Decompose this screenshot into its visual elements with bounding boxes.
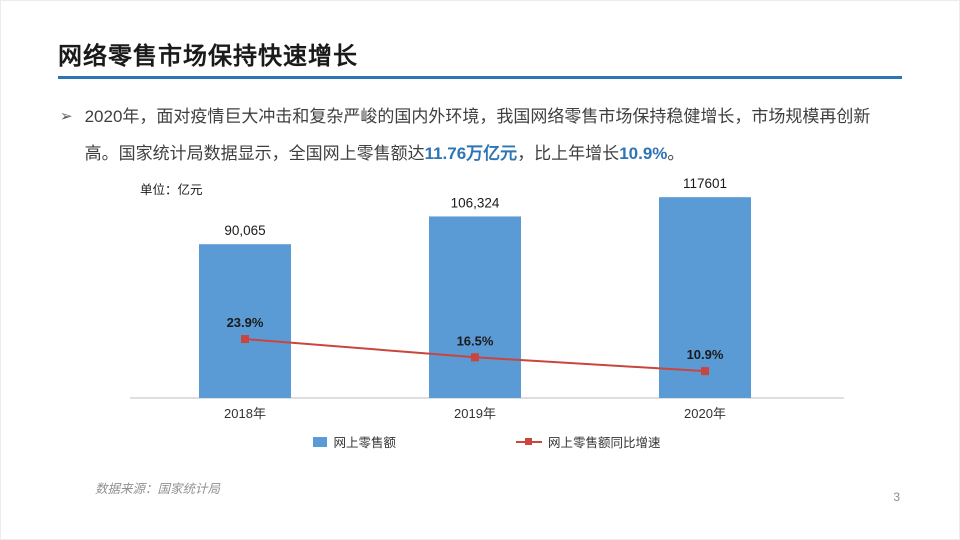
body-text-part1: 2020年，面对疫情巨大冲击和复杂严峻的国内外环境，我国网络零售市场保持稳健增长… bbox=[84, 107, 871, 163]
highlight-growth-rate: 10.9% bbox=[619, 144, 668, 163]
x-axis-label: 2020年 bbox=[684, 406, 726, 421]
combo-chart: 90,065 106,324 117601 23.9% 16.5% 10.9% 2018年 2… bbox=[130, 176, 844, 438]
page-title: 网络零售市场保持快速增长 bbox=[58, 43, 358, 70]
legend-label-line: 网上零售额同比增速 bbox=[548, 436, 661, 450]
chart-canvas: 90,065 106,324 117601 23.9% 16.5% 10.9% 2018年 2… bbox=[130, 176, 844, 421]
bar-value-label: 106,324 bbox=[451, 195, 500, 210]
axis-unit-label: 单位：亿元 bbox=[140, 183, 203, 197]
bar-value-label: 90,065 bbox=[224, 223, 265, 238]
growth-value-label: 16.5% bbox=[457, 333, 494, 348]
line-swatch-icon bbox=[516, 438, 542, 445]
bar-column bbox=[659, 197, 751, 398]
chart-legend: 网上零售额 网上零售额同比增速 bbox=[130, 432, 844, 451]
body-text-part2: ，比上年增长 bbox=[517, 144, 620, 163]
line-marker bbox=[701, 367, 709, 376]
x-axis-label: 2019年 bbox=[454, 406, 496, 421]
page-number: 3 bbox=[893, 490, 900, 504]
line-marker-icon bbox=[525, 438, 532, 445]
body-text-part3: 。 bbox=[667, 144, 685, 163]
bar-swatch-icon bbox=[313, 436, 328, 447]
legend-item-line: 网上零售额同比增速 bbox=[516, 432, 661, 451]
growth-value-label: 10.9% bbox=[687, 347, 724, 362]
highlight-retail-amount: 11.76万亿元 bbox=[424, 144, 518, 163]
line-marker bbox=[471, 353, 479, 362]
bar-value-label: 117601 bbox=[683, 176, 727, 191]
bar-column bbox=[429, 216, 521, 398]
x-axis-label: 2018年 bbox=[224, 406, 266, 421]
data-source: 数据来源：国家统计局 bbox=[95, 482, 221, 496]
body-text: 2020年，面对疫情巨大冲击和复杂严峻的国内外环境，我国网络零售市场保持稳健增长… bbox=[85, 98, 891, 172]
line-marker bbox=[241, 335, 249, 344]
bar-column bbox=[199, 244, 291, 398]
legend-label-bar: 网上零售额 bbox=[333, 436, 396, 450]
bullet-paragraph: ➢ 2020年，面对疫情巨大冲击和复杂严峻的国内外环境，我国网络零售市场保持稳健… bbox=[60, 98, 920, 172]
bullet-arrow-icon: ➢ bbox=[60, 108, 73, 125]
legend-item-bar: 网上零售额 bbox=[313, 432, 396, 451]
growth-value-label: 23.9% bbox=[227, 315, 264, 330]
title-divider bbox=[58, 76, 902, 79]
